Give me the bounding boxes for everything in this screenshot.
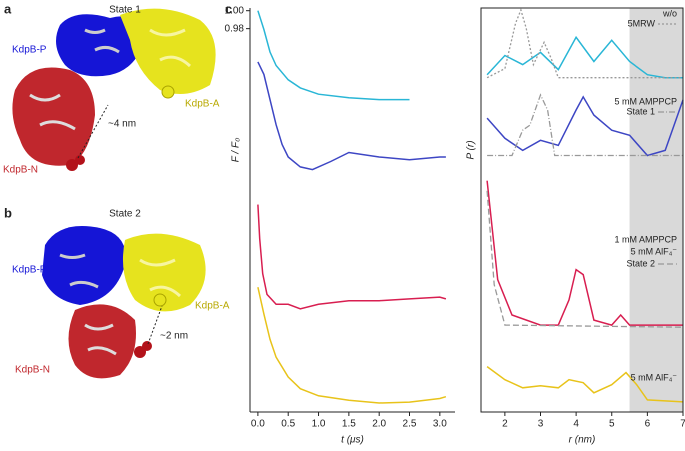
x-tick-label: 7 — [680, 419, 685, 430]
x-tick-label: 4 — [573, 419, 579, 430]
legend-label: 5MRW — [628, 18, 656, 28]
x-tick-label: 2.0 — [372, 419, 386, 430]
legend-label: State 2 — [626, 258, 655, 268]
panel-label: b — [4, 205, 12, 220]
domain-label: KdpB-N — [15, 365, 50, 376]
domain-label: KdpB-A — [185, 99, 220, 110]
legend-label: 5 mM AMPPCP — [614, 96, 677, 106]
x-axis-label: r (nm) — [569, 435, 596, 446]
x-tick-label: 3.0 — [433, 419, 447, 430]
x-tick-label: 1.5 — [342, 419, 356, 430]
y-tick-label: 1.00 — [225, 5, 245, 16]
x-tick-label: 5 — [609, 419, 615, 430]
series-line — [487, 93, 683, 157]
series-line — [257, 61, 446, 171]
structure-b — [42, 226, 206, 379]
series-line — [486, 365, 684, 403]
y-tick-label: 0.98 — [225, 23, 245, 34]
panel-title: State 2 — [109, 209, 141, 220]
legend-label: 5 mM AlF₄⁻ — [631, 246, 678, 256]
x-tick-label: 2 — [502, 419, 508, 430]
legend-label: State 1 — [626, 106, 655, 116]
x-axis-label: t (μs) — [341, 435, 364, 446]
y-axis-label: P (r) — [466, 140, 477, 159]
plot-frame — [480, 7, 684, 413]
legend-label: 1 mM AMPPCP — [614, 234, 677, 244]
x-tick-label: 2.5 — [403, 419, 417, 430]
series-line — [486, 8, 683, 79]
series-line — [486, 35, 683, 79]
domain-label: KdpB-P — [12, 265, 47, 276]
x-tick-label: 1.0 — [312, 419, 326, 430]
series-line — [257, 204, 447, 310]
domain-label: KdpB-P — [12, 45, 47, 56]
structure-a — [12, 8, 216, 171]
panel-label: a — [4, 1, 12, 16]
series-line — [486, 180, 683, 326]
x-tick-label: 6 — [645, 419, 651, 430]
panel-label: c — [225, 1, 232, 16]
x-tick-label: 3 — [538, 419, 544, 430]
legend-label: w/o — [662, 8, 677, 18]
series-line — [257, 287, 447, 404]
distance-label: ~2 nm — [160, 331, 188, 342]
series-line — [486, 95, 684, 157]
domain-label: KdpB-A — [195, 301, 230, 312]
shaded-region — [629, 8, 683, 412]
x-tick-label: 0.5 — [281, 419, 295, 430]
y-axis-label: F / F₀ — [231, 138, 242, 163]
series-line — [257, 10, 410, 101]
x-tick-label: 0.0 — [251, 419, 265, 430]
series-line — [486, 190, 684, 328]
legend-label: 5 mM AlF₄⁻ — [631, 372, 678, 382]
panel-title: State 1 — [109, 5, 141, 16]
domain-label: KdpB-N — [3, 165, 38, 176]
distance-label: ~4 nm — [108, 119, 136, 130]
